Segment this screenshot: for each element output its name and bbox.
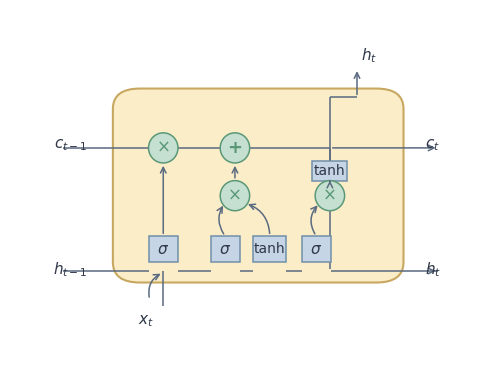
Text: $\sigma$: $\sigma$ bbox=[219, 242, 232, 257]
FancyBboxPatch shape bbox=[210, 236, 240, 262]
Text: $c_t$: $c_t$ bbox=[425, 137, 440, 153]
FancyBboxPatch shape bbox=[312, 161, 348, 181]
FancyBboxPatch shape bbox=[254, 236, 286, 262]
Text: $h_t$: $h_t$ bbox=[425, 260, 441, 279]
Text: tanh: tanh bbox=[314, 164, 346, 178]
Text: $\sigma$: $\sigma$ bbox=[157, 242, 170, 257]
Text: $h_t$: $h_t$ bbox=[361, 46, 377, 65]
Text: tanh: tanh bbox=[254, 242, 286, 256]
Text: ×: × bbox=[323, 186, 337, 205]
Text: ×: × bbox=[228, 186, 242, 205]
Text: +: + bbox=[228, 139, 242, 157]
Ellipse shape bbox=[220, 133, 250, 163]
Ellipse shape bbox=[315, 180, 344, 211]
Ellipse shape bbox=[148, 133, 178, 163]
FancyBboxPatch shape bbox=[148, 236, 178, 262]
Text: ×: × bbox=[156, 139, 170, 157]
Text: $h_{t-1}$: $h_{t-1}$ bbox=[53, 260, 88, 279]
Text: $x_t$: $x_t$ bbox=[138, 314, 154, 329]
Text: $\sigma$: $\sigma$ bbox=[310, 242, 322, 257]
FancyBboxPatch shape bbox=[302, 236, 331, 262]
Ellipse shape bbox=[220, 180, 250, 211]
Text: $c_{t-1}$: $c_{t-1}$ bbox=[54, 137, 88, 153]
FancyBboxPatch shape bbox=[113, 89, 404, 282]
